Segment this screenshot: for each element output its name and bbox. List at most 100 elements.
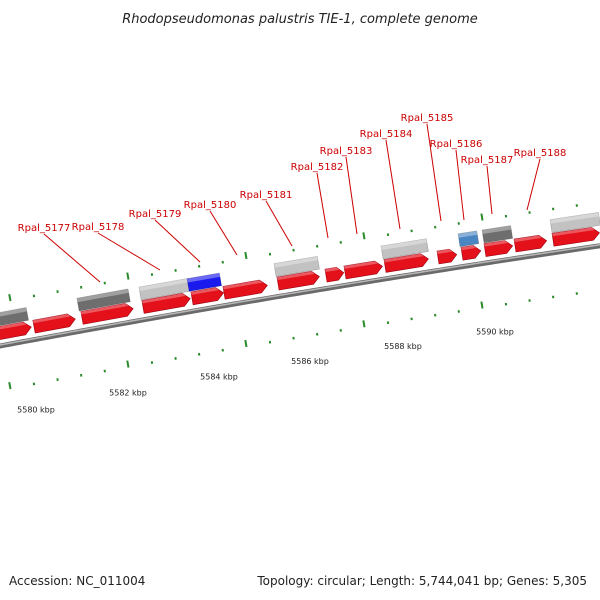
inner-tick-0 (8, 293, 12, 302)
inner-tick-9 (221, 260, 224, 264)
outer-tick-mark (480, 301, 484, 309)
feature-body (380, 238, 429, 260)
inner-tick-mark (410, 229, 413, 233)
outer-tick-mark (457, 310, 460, 313)
outer-tick-20 (480, 301, 484, 309)
feature-body (481, 225, 513, 244)
gene-arrow-body (460, 245, 482, 261)
inner-tick-mark (552, 207, 555, 211)
outer-tick-mark (386, 321, 390, 325)
outer-tick-22 (528, 299, 531, 302)
inner-tick-mark (480, 213, 484, 221)
gene-arrow-body (190, 287, 224, 306)
outer-tick-mark (174, 357, 177, 360)
outer-tick-5 (126, 360, 130, 368)
inner-tick-mark (32, 294, 36, 298)
backbone-highlight (0, 244, 600, 346)
gene-arrow-body (141, 293, 191, 314)
gene-arrow-body (513, 235, 548, 253)
outer-tick-mark (575, 292, 578, 295)
gene-arrow-5 (190, 287, 224, 306)
gene-arrow-4 (141, 293, 191, 314)
inner-tick-13 (315, 244, 319, 248)
outer-tick-mark (103, 369, 106, 373)
outer-tick-mark (339, 328, 342, 332)
leader-line-1 (43, 233, 101, 283)
inner-tick-mark (221, 260, 224, 264)
inner-tick-10 (244, 251, 248, 260)
inner-tick-23 (552, 207, 555, 211)
inner-tick-mark (339, 240, 342, 244)
leader-line-11 (486, 165, 493, 215)
outer-tick-mark (79, 373, 83, 377)
inner-tick-17 (410, 229, 413, 233)
inner-tick-5 (126, 272, 130, 280)
inner-tick-mark (244, 251, 248, 260)
outer-tick-mark (410, 317, 413, 321)
gene-arrow-shine (32, 313, 71, 324)
gene-arrow-6 (222, 279, 268, 300)
scale-label-5588: 5588 kbp (384, 342, 422, 351)
gene-label-3: Rpal_5179 (129, 209, 182, 220)
outer-tick-16 (386, 321, 390, 325)
gene-arrow-shine (0, 322, 27, 332)
feature-body (273, 256, 320, 277)
feature-body (549, 212, 600, 233)
feature-shine (76, 288, 129, 303)
gene-arrow-shine (460, 245, 477, 251)
inner-tick-mark (103, 281, 106, 285)
gene-arrow-8 (324, 266, 345, 283)
outer-tick-12 (292, 336, 295, 340)
outer-tick-mark (504, 302, 508, 306)
feature-shine (186, 272, 221, 283)
feature-shine (482, 225, 512, 234)
inner-tick-20 (480, 213, 484, 221)
feature-shine (138, 278, 189, 292)
gene-arrow-body (383, 253, 429, 273)
outer-tick-3 (79, 373, 83, 377)
scale-label-5586: 5586 kbp (291, 357, 329, 366)
gene-arrow-body (483, 240, 514, 257)
accession-text: Accession: NC_011004 (9, 574, 146, 588)
leader-line-3 (154, 219, 201, 263)
gene-arrow-3 (80, 303, 134, 325)
leader-line-12 (526, 158, 541, 211)
gene-label-4: Rpal_5180 (184, 200, 237, 211)
scale-label-5582: 5582 kbp (109, 389, 147, 398)
scale-label-5584: 5584 kbp (200, 373, 238, 382)
gene-label-5: Rpal_5181 (240, 190, 293, 201)
outer-tick-4 (103, 369, 106, 373)
genome-backbone (0, 243, 600, 349)
outer-tick-7 (174, 357, 177, 360)
gene-arrow-12 (460, 245, 482, 261)
outer-tick-23 (552, 295, 555, 299)
inner-tick-14 (339, 240, 342, 244)
outer-tick-mark (292, 336, 295, 340)
gene-arrow-2 (32, 313, 76, 334)
outer-tick-mark (197, 352, 201, 356)
outer-tick-11 (268, 340, 272, 344)
gene-arrow-shine (324, 267, 340, 273)
inner-tick-mark (575, 204, 578, 207)
inner-tick-mark (292, 248, 295, 252)
scale-labels: 5580 kbp 5582 kbp 5584 kbp 5586 kbp 5588 kbp… (17, 328, 514, 415)
gene-label-12: Rpal_5188 (514, 148, 567, 159)
gene-arrow-13 (483, 240, 514, 257)
inner-tick-mark (126, 272, 130, 280)
gene-arrow-body (0, 321, 32, 342)
backbone-line (0, 243, 600, 349)
inner-tick-3 (79, 285, 83, 289)
gene-arrow-shine (276, 271, 315, 281)
feature-shine (0, 307, 27, 319)
feature-boxes (0, 212, 600, 328)
inner-tick-mark (8, 293, 12, 302)
feature-shine (457, 230, 478, 238)
outer-tick-mark (552, 295, 555, 299)
outer-tick-mark (32, 382, 36, 386)
leader-line-10 (455, 149, 465, 221)
gene-arrow-shine (383, 253, 424, 263)
outer-tick-mark (221, 348, 224, 352)
outer-tick-18 (434, 313, 437, 317)
inner-tick-22 (528, 211, 531, 214)
